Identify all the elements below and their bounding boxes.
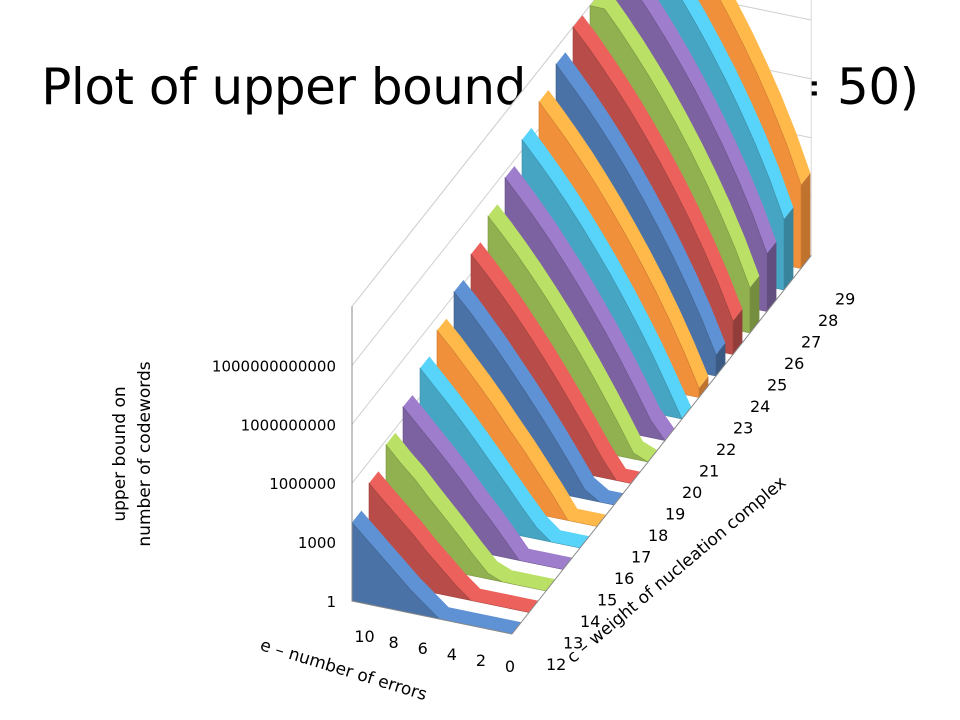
series-end-c27	[767, 241, 777, 312]
x-tick-1: 8	[389, 633, 399, 652]
y-tick-9: 21	[699, 462, 719, 481]
series-top-c18	[454, 280, 624, 505]
y-axis-title: c – weight of nucleation complex	[563, 473, 790, 668]
y-tick-12: 24	[750, 397, 770, 416]
depth-axis-line	[511, 255, 812, 635]
y-tick-15: 27	[801, 333, 821, 352]
z-axis-title-line2: number of codewords	[135, 361, 155, 546]
y-tick-13: 25	[767, 376, 787, 395]
y-tick-6: 18	[648, 526, 668, 545]
x-axis-ticks: 10 8 6 4 2 0	[354, 627, 515, 676]
series-top-c13	[369, 471, 539, 613]
z-tick-3: 1000000000	[241, 416, 336, 434]
series-end-c29	[801, 173, 811, 269]
series-top-c14	[386, 432, 556, 591]
z-tick-2: 1000000	[269, 475, 336, 493]
x-axis-line	[351, 600, 513, 635]
series-top-c15	[403, 395, 573, 570]
y-tick-2: 14	[580, 612, 600, 631]
gridline-5	[351, 0, 595, 307]
y-tick-10: 22	[716, 440, 736, 459]
y-tick-0: 12	[546, 655, 566, 674]
series-top-c17	[437, 318, 607, 527]
y-tick-7: 19	[665, 505, 685, 524]
y-tick-4: 16	[614, 569, 634, 588]
y-tick-17: 29	[835, 290, 855, 309]
series-top-c12	[352, 510, 522, 634]
z-tick-4: 1000000000000	[212, 357, 336, 375]
x-tick-3: 4	[447, 645, 457, 664]
series-top-c19	[471, 242, 641, 484]
series-end-c24	[716, 343, 726, 376]
y-tick-16: 28	[818, 311, 838, 330]
series-top-c24	[556, 52, 726, 355]
series-top-c16	[420, 356, 590, 548]
series-top-c28	[682, 0, 794, 220]
y-tick-5: 17	[631, 548, 651, 567]
x-tick-4: 2	[476, 651, 486, 670]
series-top-c29	[720, 0, 811, 185]
z-axis-title-line1: upper bound on	[110, 386, 130, 521]
series-top-c22	[522, 127, 692, 420]
x-tick-5: 0	[505, 657, 515, 676]
series-end-c23	[699, 376, 709, 398]
y-tick-14: 26	[784, 354, 804, 373]
y-tick-1: 13	[563, 634, 583, 653]
series-end-c28	[784, 207, 794, 290]
y-tick-11: 23	[733, 419, 753, 438]
x-tick-0: 10	[354, 627, 374, 646]
z-tick-0: 1	[326, 593, 336, 611]
y-tick-3: 15	[597, 591, 617, 610]
x-axis-title: e – number of errors	[258, 635, 430, 705]
series-top-c21	[505, 166, 675, 441]
x-tick-2: 6	[418, 639, 428, 658]
series-top-c26	[590, 0, 760, 288]
y-tick-8: 20	[682, 483, 702, 502]
series-end-c26	[750, 276, 760, 333]
series-top-c20	[488, 204, 658, 462]
series-end-c25	[733, 309, 743, 355]
gridline-4	[351, 0, 812, 366]
y-axis-ticks: 12 13 14 15 16 17 18 19 20 21 22 23 24 25 26 27 28 29	[546, 290, 855, 675]
z-axis-ticks: 1 1000 1000000 1000000000 1000000000000	[212, 357, 336, 611]
series-top-c23	[539, 90, 709, 389]
z-tick-1: 1000	[298, 534, 336, 552]
chart-floor	[351, 255, 812, 635]
series-layer	[351, 0, 811, 635]
series-top-c25	[573, 15, 743, 322]
